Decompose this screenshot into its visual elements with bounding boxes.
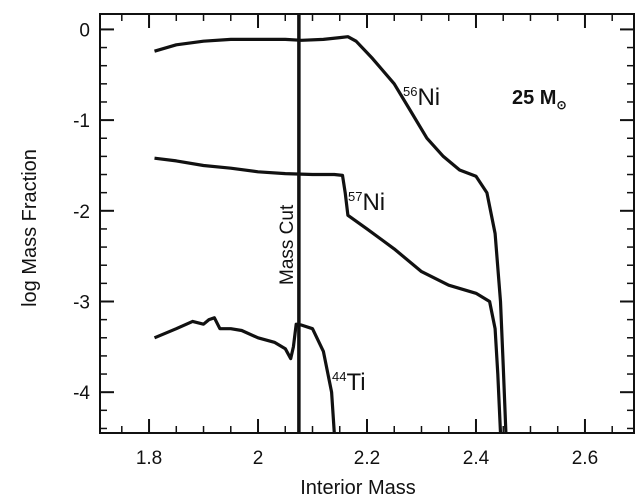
y-tick-label: 0 <box>79 20 90 41</box>
y-axis-label: log Mass Fraction <box>19 149 41 307</box>
x-tick-label: 2 <box>253 448 264 469</box>
y-tick-label: -2 <box>73 202 90 223</box>
y-tick-label: -1 <box>73 111 90 132</box>
plot-frame <box>99 13 635 434</box>
mass-annotation-text: 25 M <box>512 87 556 109</box>
element-symbol: Ni <box>417 84 440 111</box>
element-symbol: Ti <box>346 369 365 396</box>
x-axis-label: Interior Mass <box>300 477 416 499</box>
sun-symbol: ⊙ <box>556 98 566 112</box>
series-line-56Ni <box>154 35 508 433</box>
isotope-mass-number: 44 <box>332 369 346 384</box>
series-label-57Ni: 57Ni <box>348 189 385 216</box>
isotope-mass-number: 56 <box>403 84 417 99</box>
x-tick-label: 2.4 <box>463 448 490 469</box>
mass-annotation: 25 M⊙ <box>512 87 567 112</box>
mass-cut-label: Mass Cut <box>277 204 298 285</box>
series-label-44Ti: 44Ti <box>332 369 366 396</box>
x-tick-label: 1.8 <box>136 448 162 469</box>
isotope-mass-number: 57 <box>348 189 362 204</box>
y-tick-label: -4 <box>73 383 90 404</box>
x-tick-label: 2.6 <box>572 448 598 469</box>
x-tick-label: 2.2 <box>354 448 380 469</box>
series-line-44Ti <box>153 316 336 433</box>
element-symbol: Ni <box>362 189 385 216</box>
series-label-56Ni: 56Ni <box>403 84 440 111</box>
y-tick-label: -3 <box>73 292 90 313</box>
series-line-57Ni <box>154 156 503 433</box>
